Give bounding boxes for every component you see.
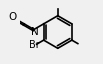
Text: N: N	[31, 27, 38, 37]
Text: O: O	[9, 12, 17, 22]
Text: Br: Br	[29, 40, 39, 50]
